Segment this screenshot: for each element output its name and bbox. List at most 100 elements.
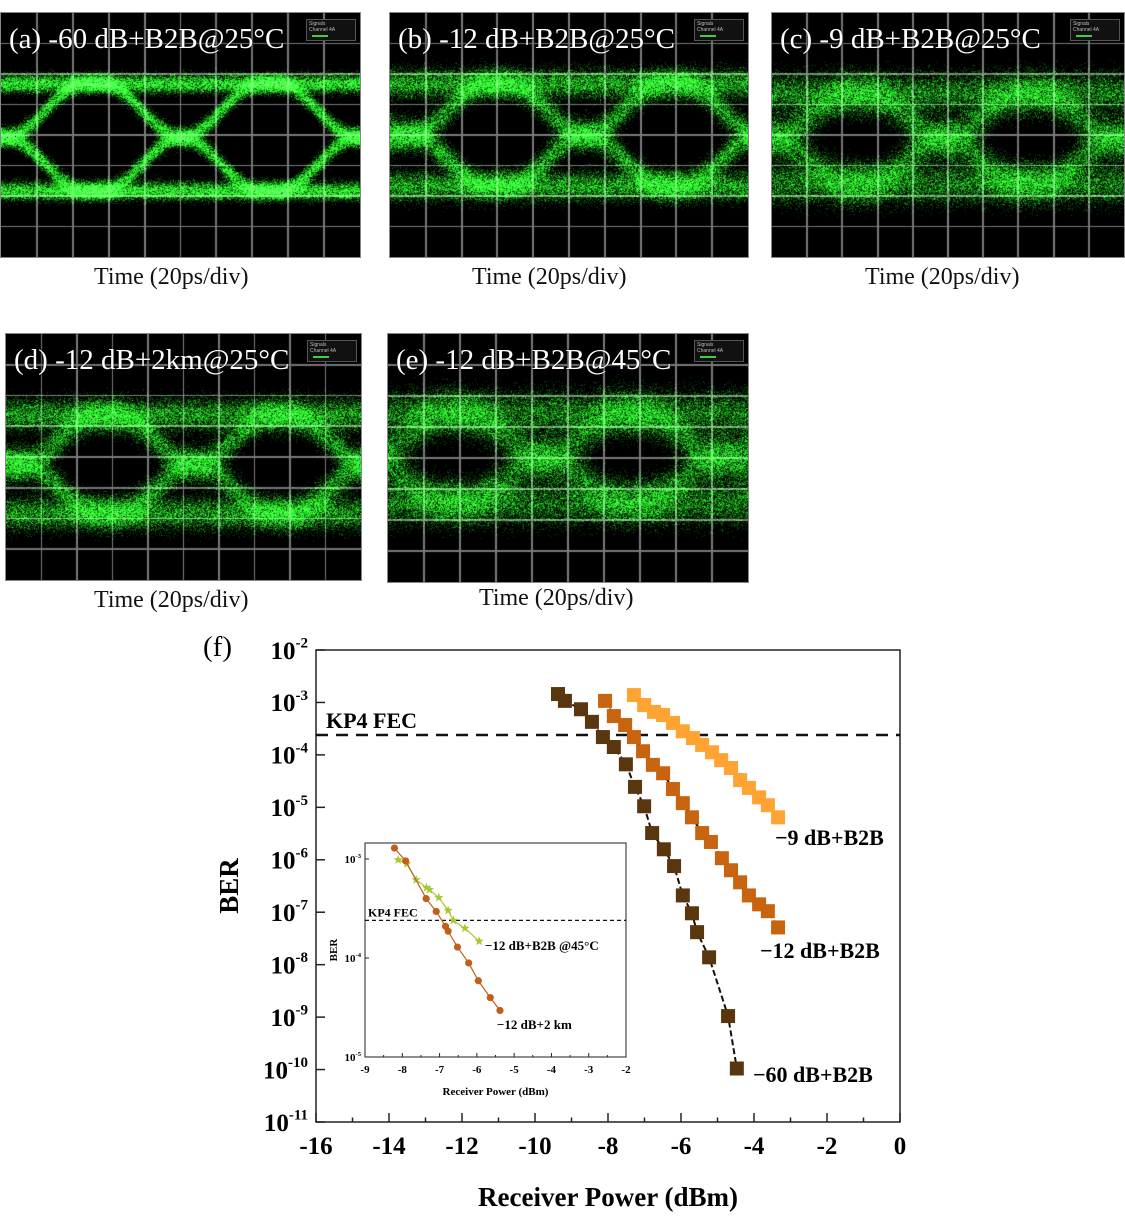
y-tick-exponent: -5 xyxy=(356,1051,362,1058)
data-point-star xyxy=(421,882,432,892)
data-point-circle xyxy=(390,844,399,852)
data-point-square xyxy=(665,781,680,796)
data-point-circle xyxy=(465,959,473,967)
scope-legend: Signals Channel 4A xyxy=(307,340,357,362)
data-point-square xyxy=(628,779,643,794)
series-label: −12 dB+B2B xyxy=(760,938,880,963)
eye-panel-title: (c) -9 dB+B2B@25°C xyxy=(780,23,1041,55)
y-tick-exponent: -11 xyxy=(289,1108,308,1124)
x-tick-label: -6 xyxy=(472,1064,482,1076)
scope-legend: Signals Channel 4A xyxy=(306,19,356,41)
data-point-star xyxy=(393,855,403,864)
data-point-square xyxy=(645,826,660,841)
data-point-square xyxy=(714,851,729,866)
eye-e-xlabel: Time (20ps/div) xyxy=(479,585,634,611)
legend-channel: Channel 4A xyxy=(310,348,337,354)
eye-panel-title: (d) -12 dB+2km@25°C xyxy=(14,344,290,376)
data-point-square xyxy=(656,842,671,857)
data-point-square xyxy=(771,810,786,825)
data-point-square xyxy=(636,744,651,759)
legend-title: Signals xyxy=(309,21,326,27)
y-tick-exponent: -2 xyxy=(296,636,309,652)
data-point-square xyxy=(656,766,671,781)
x-tick-label: -3 xyxy=(584,1064,594,1076)
data-point-square xyxy=(618,717,633,732)
eye-c-xlabel: Time (20ps/div) xyxy=(865,264,1020,290)
legend-title: Signals xyxy=(697,342,714,348)
series-label: −9 dB+B2B xyxy=(775,825,884,850)
scope-legend: Signals Channel 4A xyxy=(1070,19,1120,41)
x-tick-label: -2 xyxy=(621,1064,631,1076)
series-label: −12 dB+B2B @45°C xyxy=(485,938,599,953)
data-point-square xyxy=(684,810,699,825)
legend-swatch xyxy=(700,34,716,37)
data-point-square xyxy=(557,693,572,708)
eye-trace-canvas xyxy=(1,13,360,257)
x-axis-label: Receiver Power (dBm) xyxy=(443,1086,549,1098)
data-point-square xyxy=(675,888,690,903)
data-point-circle xyxy=(444,927,452,935)
y-tick-label: 10-10 xyxy=(263,1055,308,1084)
data-point-square xyxy=(721,1009,736,1024)
eye-a-xlabel: Time (20ps/div) xyxy=(94,264,249,290)
data-point-square xyxy=(598,693,613,708)
legend-swatch xyxy=(312,34,328,37)
data-point-square xyxy=(760,904,775,919)
data-point-star xyxy=(424,884,435,894)
data-point-square xyxy=(729,1061,744,1076)
data-point-square xyxy=(606,709,621,724)
y-tick-label: 10-7 xyxy=(271,898,309,927)
y-tick-label: 10-3 xyxy=(345,853,362,866)
x-tick-label: -4 xyxy=(744,1133,765,1160)
y-tick-label: 10-4 xyxy=(271,740,309,769)
y-tick-label: 10-5 xyxy=(271,793,309,822)
eye-trace-canvas xyxy=(388,334,748,582)
legend-swatch xyxy=(700,355,716,358)
x-tick-label: -5 xyxy=(510,1064,520,1076)
y-tick-exponent: -10 xyxy=(288,1055,308,1071)
data-point-square xyxy=(724,761,739,775)
data-point-circle xyxy=(474,977,482,985)
data-point-circle xyxy=(402,857,410,865)
data-point-star xyxy=(443,905,453,915)
data-point-circle xyxy=(486,993,494,1002)
x-tick-label: -12 xyxy=(445,1133,478,1160)
eye-d-xlabel: Time (20ps/div) xyxy=(94,587,249,613)
y-tick-label: 10-8 xyxy=(271,950,309,979)
x-tick-label: -10 xyxy=(518,1133,551,1160)
data-point-square xyxy=(573,702,588,717)
data-point-star xyxy=(474,936,484,946)
kp4-fec-label: KP4 FEC xyxy=(326,708,417,733)
y-axis-label: BER xyxy=(214,858,244,914)
panel-label-f: (f) xyxy=(203,631,232,663)
y-axis-label: BER xyxy=(328,938,340,962)
legend-channel: Channel 4A xyxy=(697,27,724,33)
data-point-square xyxy=(584,714,599,729)
data-point-square xyxy=(667,859,682,874)
x-tick-label: -14 xyxy=(372,1133,406,1160)
eye-b-xlabel: Time (20ps/div) xyxy=(472,264,627,290)
data-point-square xyxy=(733,875,748,890)
data-point-circle xyxy=(432,907,440,916)
plot-frame xyxy=(364,842,627,1058)
x-axis-label: Receiver Power (dBm) xyxy=(478,1182,738,1212)
data-point-star xyxy=(460,923,470,933)
x-tick-label: -2 xyxy=(817,1133,838,1160)
data-point-square xyxy=(675,796,690,811)
data-point-square xyxy=(684,906,699,921)
data-point-square xyxy=(618,757,633,772)
legend-channel: Channel 4A xyxy=(309,27,336,33)
data-point-star xyxy=(434,892,444,902)
data-point-square xyxy=(690,925,705,940)
eye-trace-canvas xyxy=(772,13,1124,257)
scope-legend: Signals Channel 4A xyxy=(694,340,744,362)
x-tick-label: -9 xyxy=(360,1064,370,1076)
y-tick-label: 10-6 xyxy=(271,845,309,874)
data-point-square xyxy=(637,799,652,814)
y-tick-exponent: -5 xyxy=(296,793,309,809)
eye-panel-title: (a) -60 dB+B2B@25°C xyxy=(9,23,285,55)
data-point-circle xyxy=(453,943,462,951)
data-point-square xyxy=(703,834,718,849)
x-tick-label: -8 xyxy=(398,1064,408,1076)
data-point-star xyxy=(448,915,459,925)
